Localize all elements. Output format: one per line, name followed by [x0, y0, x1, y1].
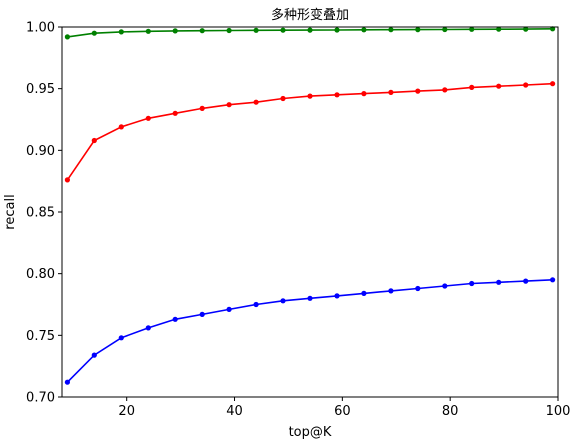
series-1-point — [469, 26, 475, 32]
series-3-point — [307, 295, 313, 301]
series-3-point — [91, 352, 97, 358]
series-3-point — [199, 311, 205, 317]
series-2-point — [415, 88, 421, 94]
series-1-point — [118, 29, 124, 35]
series-3-point — [388, 288, 394, 294]
series-1-point — [199, 28, 205, 34]
series-3-point — [523, 278, 529, 284]
series-2-point — [172, 110, 178, 116]
x-axis: 20 40 60 80 100 — [118, 397, 570, 419]
chart-title: 多种形变叠加 — [271, 7, 349, 23]
series-2-point — [388, 89, 394, 95]
series-2-point — [442, 87, 448, 93]
series-2-point — [469, 84, 475, 90]
series-1-point — [361, 27, 367, 33]
y-tick-label: 0.90 — [26, 144, 55, 159]
series-2-point — [307, 93, 313, 99]
series-1-point — [64, 34, 70, 40]
series-2-point — [361, 91, 367, 97]
y-axis-label: recall — [3, 194, 18, 229]
series-2-point — [253, 99, 259, 105]
x-tick-label: 100 — [546, 404, 571, 419]
series-1-point — [523, 26, 529, 32]
series-3-point — [253, 301, 259, 308]
series-2-point — [334, 92, 340, 98]
y-tick-label: 0.80 — [26, 267, 55, 282]
x-tick-label: 40 — [226, 404, 243, 419]
series-1-point — [388, 27, 394, 33]
series-2-point — [91, 137, 97, 144]
series-3-point — [172, 316, 178, 322]
y-tick-label: 0.70 — [26, 391, 55, 406]
series-1-point — [253, 27, 259, 33]
series-2-point — [523, 82, 529, 88]
series-1-point — [145, 28, 151, 34]
series-1-point — [415, 27, 421, 33]
series-1-point — [91, 30, 97, 36]
series-3-point — [280, 298, 286, 304]
plot-area — [64, 26, 556, 385]
x-tick-label: 80 — [442, 404, 459, 419]
series-2-point — [226, 102, 232, 108]
series-2-point — [145, 115, 151, 121]
series-2-point — [550, 81, 556, 87]
series-2-point — [496, 83, 502, 89]
series-3-point — [226, 306, 232, 312]
x-tick-label: 60 — [334, 404, 351, 419]
y-tick-label: 0.75 — [26, 329, 55, 344]
series-1-point — [172, 28, 178, 34]
series-1-point — [334, 27, 340, 33]
series-3-point — [550, 277, 556, 283]
series-2-point — [199, 105, 205, 111]
series-1-point — [226, 27, 232, 34]
series-1-point — [496, 26, 502, 32]
series-3-point — [361, 290, 367, 296]
series-3-point — [64, 379, 70, 385]
series-3-point — [145, 325, 151, 331]
x-axis-label: top@K — [289, 425, 332, 440]
y-tick-label: 0.95 — [26, 82, 55, 97]
x-tick-label: 20 — [118, 404, 135, 419]
series-3-point — [334, 293, 340, 299]
series-1-point — [280, 27, 286, 33]
plot-frame — [61, 26, 559, 398]
series-2-point — [280, 95, 286, 102]
series-line-3 — [66, 279, 553, 383]
series-2-point — [64, 177, 70, 183]
y-axis: 0.70 0.75 0.80 0.85 0.90 0.95 1.00 — [26, 21, 62, 406]
y-tick-label: 1.00 — [26, 21, 55, 36]
series-3-point — [442, 283, 448, 289]
series-3-point — [496, 279, 502, 285]
series-3-point — [118, 335, 124, 341]
series-1-point — [307, 27, 313, 33]
series-2-point — [118, 124, 124, 130]
series-3-point — [469, 280, 475, 287]
series-1-point — [442, 26, 448, 33]
y-tick-label: 0.85 — [26, 206, 55, 221]
series-3-point — [415, 285, 421, 292]
